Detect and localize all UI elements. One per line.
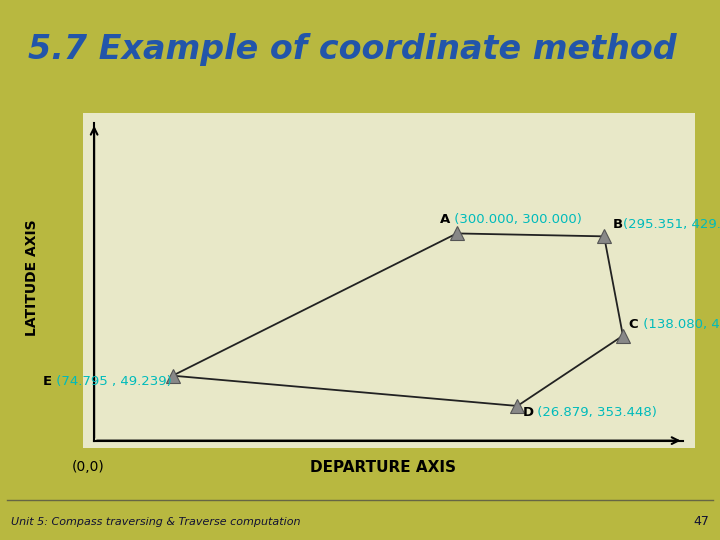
Text: 47: 47 (693, 515, 709, 528)
Text: (74.795 , 49.239): (74.795 , 49.239) (53, 375, 172, 388)
Text: C: C (629, 318, 638, 330)
Text: (0,0): (0,0) (72, 460, 105, 474)
Text: D: D (523, 406, 534, 419)
Text: LATITUDE AXIS: LATITUDE AXIS (24, 219, 39, 336)
Text: A: A (440, 213, 450, 226)
Text: (26.879, 353.448): (26.879, 353.448) (534, 406, 657, 419)
Text: DEPARTURE AXIS: DEPARTURE AXIS (310, 460, 456, 475)
Text: E: E (42, 375, 51, 388)
Text: (295.351, 429.986): (295.351, 429.986) (624, 218, 720, 231)
Text: Unit 5: Compass traversing & Traverse computation: Unit 5: Compass traversing & Traverse co… (11, 517, 300, 526)
Text: (138.080, 446.580): (138.080, 446.580) (639, 318, 720, 330)
Text: 5.7 Example of coordinate method: 5.7 Example of coordinate method (28, 33, 677, 66)
Text: (300.000, 300.000): (300.000, 300.000) (450, 213, 582, 226)
Text: B: B (613, 218, 624, 231)
